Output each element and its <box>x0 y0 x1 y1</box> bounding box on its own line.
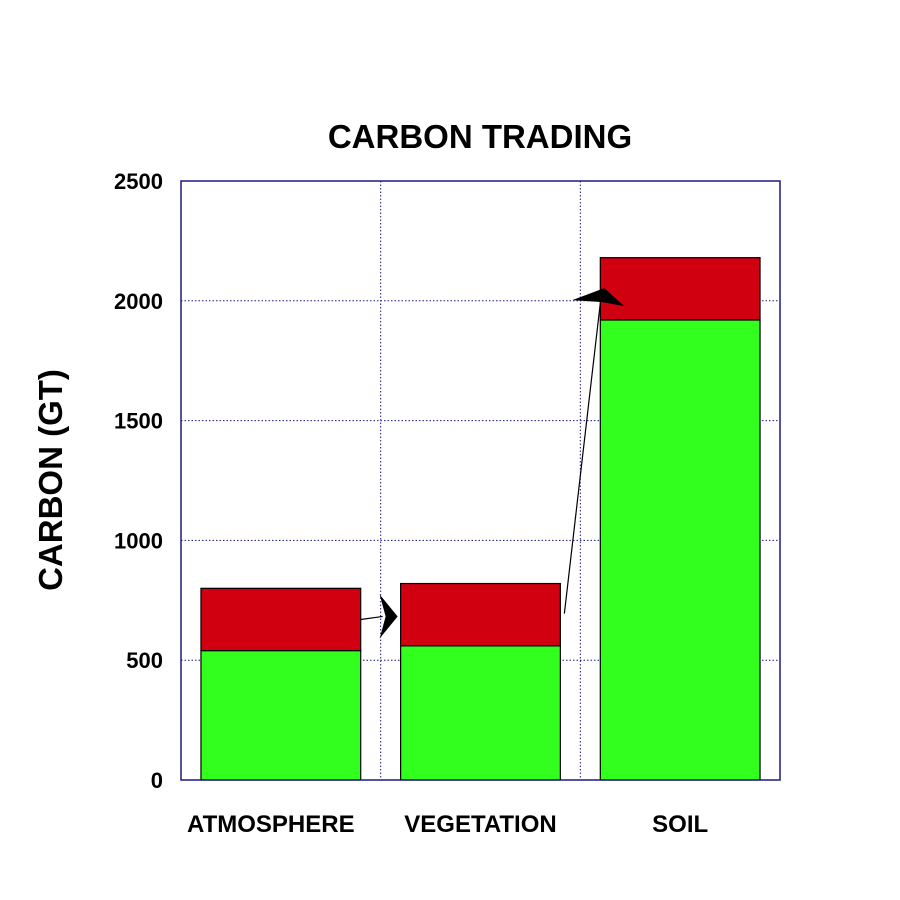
bar-segment <box>599 257 761 321</box>
bar-segment <box>400 645 561 781</box>
arrow-head <box>379 594 398 639</box>
plot-frame <box>180 180 781 781</box>
chart-title: CARBON TRADING <box>328 118 632 155</box>
y-tick-label: 0 <box>151 768 163 793</box>
y-tick-labels: 0 500 1000 1500 2000 2500 <box>114 169 163 793</box>
arrow-head <box>572 288 625 307</box>
bar-segment <box>400 582 561 647</box>
y-tick-label: 2500 <box>114 169 163 194</box>
x-category-label: ATMOSPHERE <box>187 811 355 838</box>
bars <box>200 257 761 781</box>
y-tick-label: 500 <box>126 648 163 673</box>
bar-segment <box>200 650 362 781</box>
transfer-arrows <box>360 288 625 639</box>
y-tick-label: 2000 <box>114 289 163 314</box>
arrow-shaft <box>360 615 383 621</box>
y-tick-label: 1500 <box>114 409 163 434</box>
bar-segment <box>200 587 362 652</box>
x-category-labels: ATMOSPHERE VEGETATION SOIL <box>187 811 708 838</box>
x-category-label: VEGETATION <box>404 811 556 838</box>
y-tick-label: 1000 <box>114 528 163 553</box>
y-axis-label: CARBON (GT) <box>32 369 69 591</box>
arrow-shaft <box>563 303 601 614</box>
x-category-label: SOIL <box>652 811 708 838</box>
bar-segment <box>599 319 761 781</box>
